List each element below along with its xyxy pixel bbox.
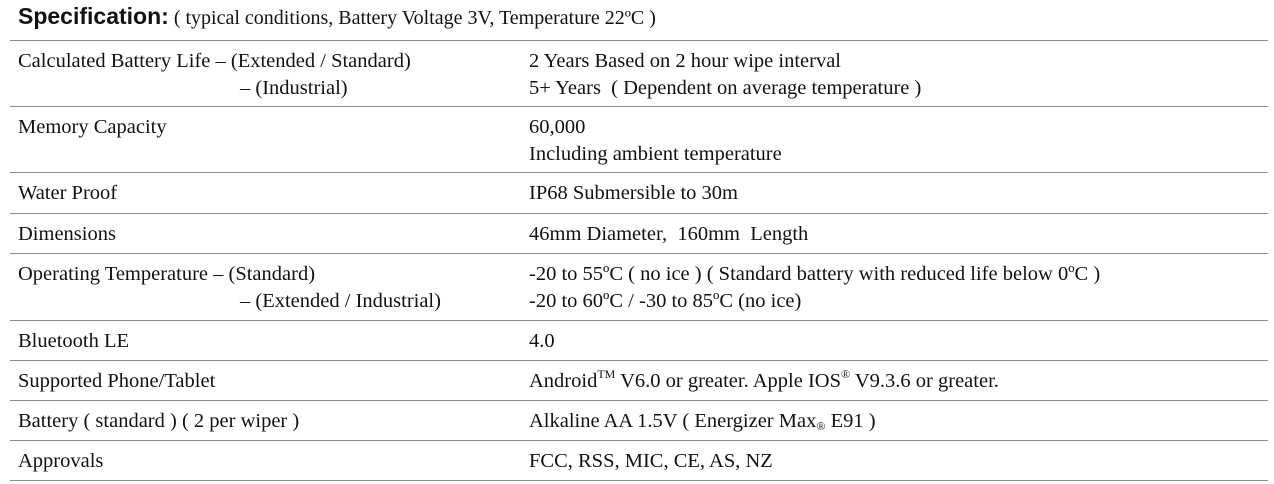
value-text: Android (529, 370, 598, 392)
value-text: V6.0 or greater. Apple IOS (615, 370, 841, 392)
label-line: Supported Phone/Tablet (18, 370, 216, 392)
spec-label: Battery ( standard ) ( 2 per wiper ) (10, 400, 529, 441)
label-line: – (Extended / Industrial) (240, 290, 441, 312)
spec-value: AndroidTM V6.0 or greater. Apple IOS® V9… (529, 360, 1268, 401)
value-text: E91 ) (825, 410, 876, 432)
value-text: 46mm Diameter, 160mm Length (529, 223, 809, 245)
spec-label: Operating Temperature – (Standard) – (Ext… (10, 253, 529, 321)
spec-value: IP68 Submersible to 30m (529, 172, 1268, 214)
value-line: Alkaline AA 1.5V ( Energizer Max® E91 ) (529, 408, 1268, 435)
label-line: Memory Capacity (18, 116, 167, 138)
spec-label: Bluetooth LE (10, 320, 529, 361)
value-text: FCC, RSS, MIC, CE, AS, NZ (529, 450, 773, 472)
spec-row: Water Proof IP68 Submersible to 30m (10, 172, 1268, 214)
value-text: 4.0 (529, 330, 555, 352)
value-line: -20 to 60ºC / -30 to 85ºC (no ice) (529, 288, 1268, 315)
subtitle: ( typical conditions, Battery Voltage 3V… (173, 7, 656, 29)
spec-label: Calculated Battery Life – (Extended / St… (10, 40, 529, 107)
subscript: ® (816, 419, 826, 433)
value-text: Alkaline AA 1.5V ( Energizer Max (529, 410, 817, 432)
spec-table: Calculated Battery Life – (Extended / St… (10, 40, 1268, 481)
value-line: IP68 Submersible to 30m (529, 180, 1268, 207)
value-line: 46mm Diameter, 160mm Length (529, 221, 1268, 248)
superscript: ® (840, 367, 851, 381)
value-text: Including ambient temperature (529, 143, 782, 165)
value-text: 60,000 (529, 116, 586, 138)
label-line: Approvals (18, 450, 104, 472)
spec-label: Water Proof (10, 172, 529, 214)
superscript: TM (597, 367, 616, 381)
spec-row: Battery ( standard ) ( 2 per wiper ) Alka… (10, 400, 1268, 441)
spec-value: 4.0 (529, 320, 1268, 361)
spec-value: -20 to 55ºC ( no ice ) ( Standard batter… (529, 253, 1268, 321)
spec-row: Dimensions 46mm Diameter, 160mm Length (10, 213, 1268, 254)
value-text: V9.3.6 or greater. (850, 370, 999, 392)
spec-row: Approvals FCC, RSS, MIC, CE, AS, NZ (10, 440, 1268, 481)
heading: Specification: ( typical conditions, Bat… (18, 3, 656, 30)
label-line: Operating Temperature – (Standard) (18, 263, 316, 285)
label-line: Water Proof (18, 182, 118, 204)
spec-value: 60,000 Including ambient temperature (529, 106, 1268, 173)
value-text: -20 to 60ºC / -30 to 85ºC (no ice) (529, 290, 802, 312)
spec-row: Calculated Battery Life – (Extended / St… (10, 40, 1268, 107)
spec-row: Bluetooth LE 4.0 (10, 320, 1268, 361)
label-line: – (Industrial) (240, 77, 348, 99)
value-line: 4.0 (529, 328, 1268, 355)
spec-value: FCC, RSS, MIC, CE, AS, NZ (529, 440, 1268, 481)
spec-row: Memory Capacity 60,000 Including ambient t… (10, 106, 1268, 173)
value-line: -20 to 55ºC ( no ice ) ( Standard batter… (529, 261, 1268, 288)
value-text: -20 to 55ºC ( no ice ) ( Standard batter… (529, 263, 1101, 285)
value-text: IP68 Submersible to 30m (529, 182, 738, 204)
label-line: Calculated Battery Life – (Extended / St… (18, 50, 411, 72)
label-line: Battery ( standard ) ( 2 per wiper ) (18, 410, 300, 432)
value-line: FCC, RSS, MIC, CE, AS, NZ (529, 448, 1268, 475)
spec-value: Alkaline AA 1.5V ( Energizer Max® E91 ) (529, 400, 1268, 441)
value-line: Including ambient temperature (529, 141, 1268, 168)
label-line: Bluetooth LE (18, 330, 130, 352)
spec-label: Approvals (10, 440, 529, 481)
value-text: 5+ Years ( Dependent on average temperat… (529, 77, 922, 99)
spec-row: Operating Temperature – (Standard) – (Ext… (10, 253, 1268, 321)
spec-row: Supported Phone/Tablet AndroidTM V6.0 or … (10, 360, 1268, 401)
value-line: AndroidTM V6.0 or greater. Apple IOS® V9… (529, 368, 1268, 395)
spec-label: Memory Capacity (10, 106, 529, 173)
value-text: 2 Years Based on 2 hour wipe interval (529, 50, 842, 72)
title: Specification: (18, 3, 169, 29)
spec-label: Dimensions (10, 213, 529, 254)
value-line: 2 Years Based on 2 hour wipe interval (529, 48, 1268, 75)
value-line: 60,000 (529, 114, 1268, 141)
spec-label: Supported Phone/Tablet (10, 360, 529, 401)
spec-value: 2 Years Based on 2 hour wipe interval 5+ … (529, 40, 1268, 107)
label-line: Dimensions (18, 223, 116, 245)
value-line: 5+ Years ( Dependent on average temperat… (529, 75, 1268, 102)
spec-value: 46mm Diameter, 160mm Length (529, 213, 1268, 254)
